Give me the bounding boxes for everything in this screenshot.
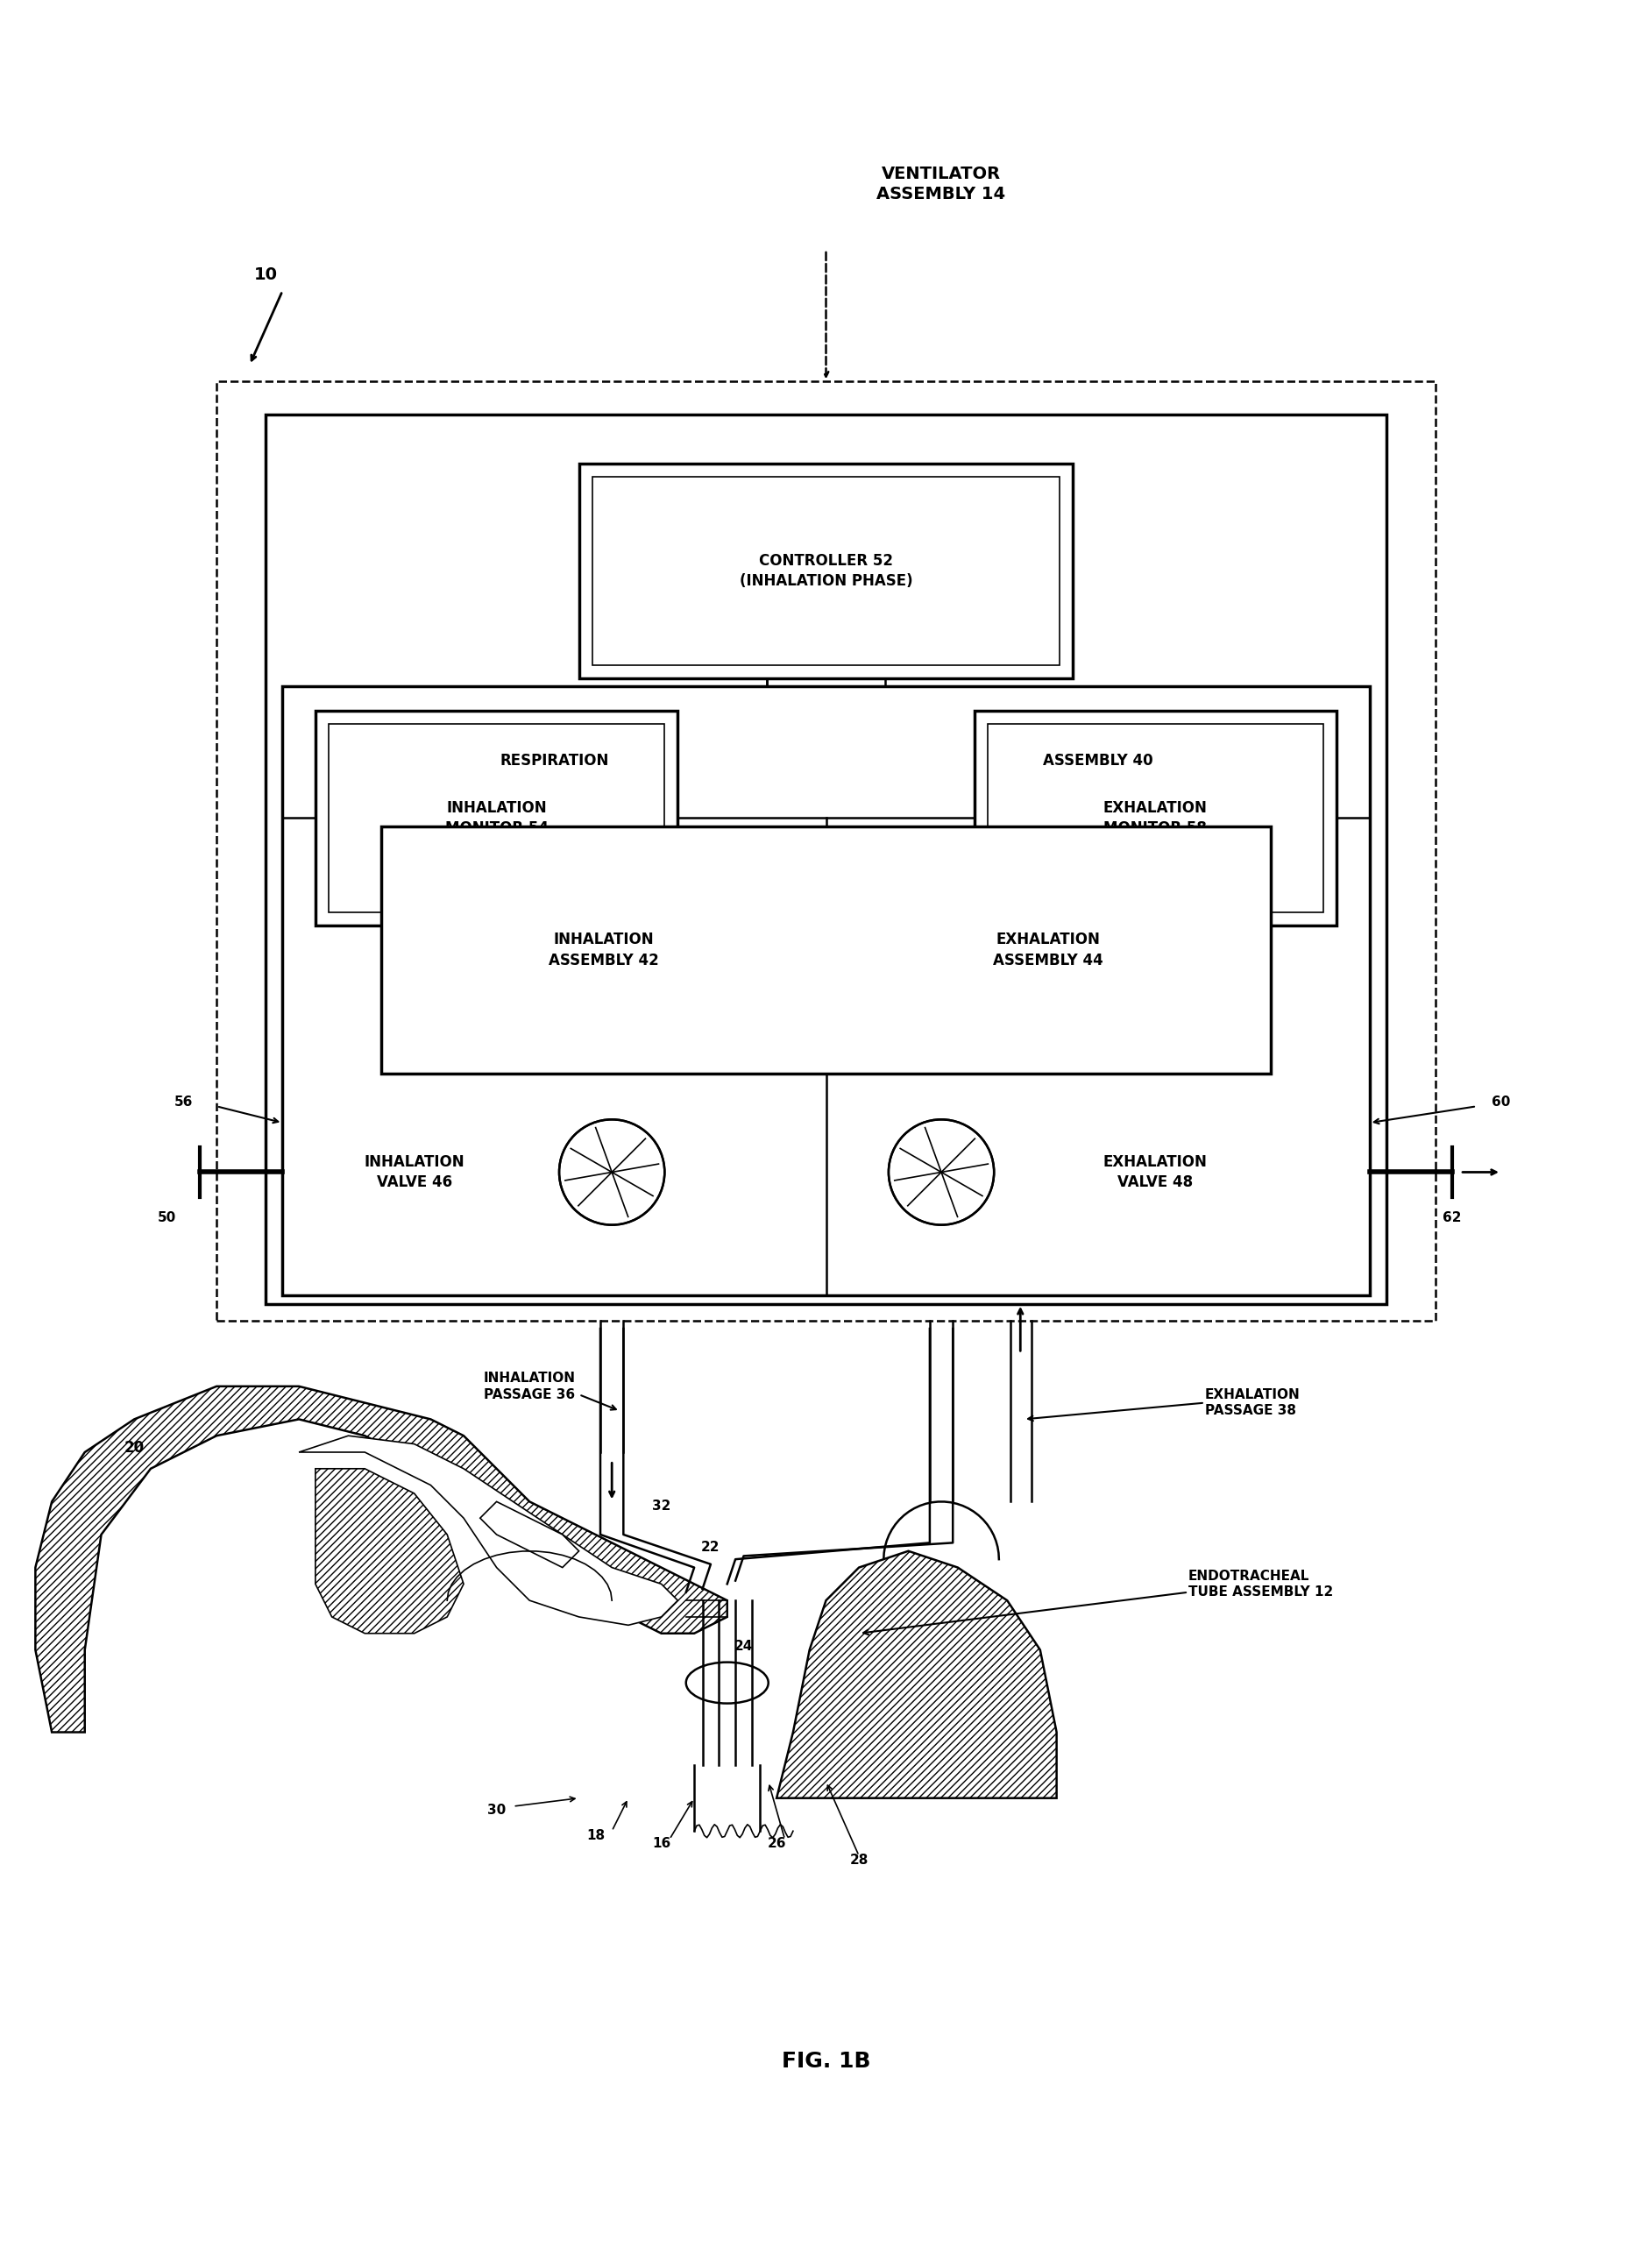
Polygon shape: [299, 1436, 677, 1624]
Text: 34: 34: [603, 1590, 621, 1604]
Text: RESPIRATION: RESPIRATION: [499, 753, 608, 769]
Text: 62: 62: [1442, 1210, 1462, 1224]
Bar: [382, 826, 1270, 1074]
Text: INHALATION
VALVE 46: INHALATION VALVE 46: [363, 1154, 464, 1190]
Text: 28: 28: [849, 1853, 869, 1866]
Text: 10: 10: [254, 267, 278, 283]
Text: ASSEMBLY 40: ASSEMBLY 40: [1042, 753, 1153, 769]
Text: VENTILATOR
ASSEMBLY 14: VENTILATOR ASSEMBLY 14: [877, 165, 1006, 204]
Text: INHALATION
PASSAGE 36: INHALATION PASSAGE 36: [484, 1371, 575, 1400]
Ellipse shape: [686, 1663, 768, 1703]
Text: 16: 16: [653, 1837, 671, 1850]
Bar: [591, 477, 1061, 665]
Circle shape: [558, 1120, 664, 1226]
Text: 24: 24: [733, 1640, 753, 1654]
Bar: [266, 414, 1386, 1303]
Text: 56: 56: [173, 1095, 193, 1108]
Bar: [329, 724, 664, 912]
Text: EXHALATION
VALVE 48: EXHALATION VALVE 48: [1104, 1154, 1208, 1190]
Text: INHALATION
MONITOR 54: INHALATION MONITOR 54: [444, 801, 548, 837]
Text: 18: 18: [586, 1828, 605, 1841]
Bar: [316, 710, 677, 925]
Polygon shape: [776, 1552, 1057, 1798]
Text: INHALATION
ASSEMBLY 42: INHALATION ASSEMBLY 42: [548, 932, 659, 968]
Text: 30: 30: [487, 1805, 506, 1816]
Bar: [975, 710, 1336, 925]
Bar: [988, 724, 1323, 912]
Text: 50: 50: [159, 1210, 177, 1224]
Text: 22: 22: [702, 1540, 720, 1554]
Polygon shape: [35, 1387, 727, 1733]
Text: EXHALATION
ASSEMBLY 44: EXHALATION ASSEMBLY 44: [993, 932, 1104, 968]
Text: FIG. 1B: FIG. 1B: [781, 2052, 871, 2072]
Text: EXHALATION
MONITOR 58: EXHALATION MONITOR 58: [1104, 801, 1208, 837]
Text: 20: 20: [124, 1441, 144, 1457]
Text: ENDOTRACHEAL
TUBE ASSEMBLY 12: ENDOTRACHEAL TUBE ASSEMBLY 12: [1188, 1570, 1333, 1599]
Polygon shape: [481, 1502, 578, 1568]
Text: EXHALATION
PASSAGE 38: EXHALATION PASSAGE 38: [1204, 1389, 1300, 1418]
Text: 26: 26: [767, 1837, 786, 1850]
Text: 32: 32: [653, 1500, 671, 1513]
Bar: [216, 382, 1436, 1321]
Text: CONTROLLER 52
(INHALATION PHASE): CONTROLLER 52 (INHALATION PHASE): [740, 552, 912, 588]
Polygon shape: [316, 1468, 464, 1633]
Text: 60: 60: [1492, 1095, 1510, 1108]
Circle shape: [889, 1120, 995, 1226]
Bar: [578, 464, 1074, 679]
Bar: [282, 685, 1370, 1296]
